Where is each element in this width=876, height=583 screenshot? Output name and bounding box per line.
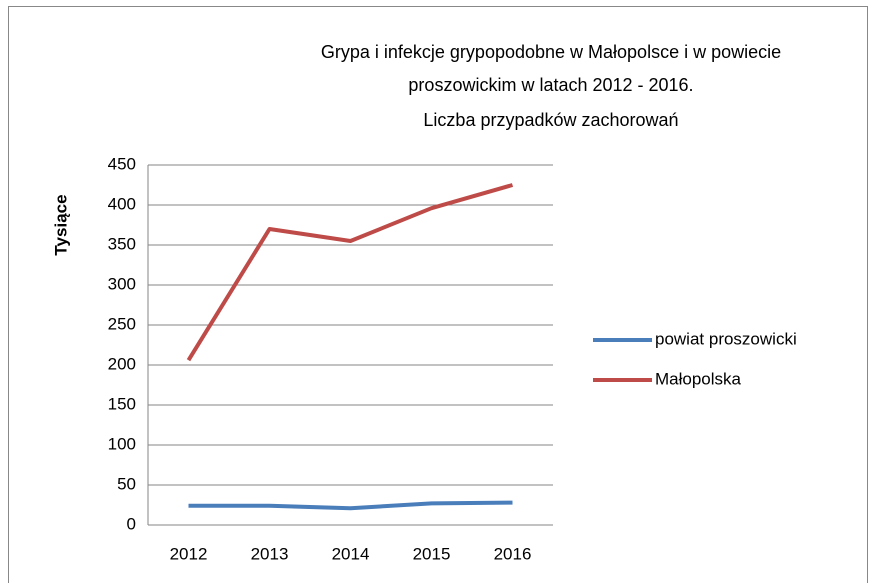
chart-subtitle: Liczba przypadków zachorowań: [423, 110, 679, 130]
legend-label: Małopolska: [655, 369, 742, 388]
chart-title: Grypa i infekcje grypopodobne w Małopols…: [320, 42, 782, 95]
x-tick-label: 2016: [494, 544, 532, 563]
y-axis-label: Tysiące: [51, 194, 70, 255]
y-tick-label: 150: [108, 394, 136, 413]
x-tick-label: 2012: [170, 544, 208, 563]
chart-border: [8, 6, 868, 583]
y-tick-label: 300: [108, 274, 136, 293]
legend-label: powiat proszowicki: [655, 329, 797, 348]
x-tick-label: 2014: [332, 544, 370, 563]
x-tick-label: 2013: [251, 544, 289, 563]
x-tick-label: 2015: [413, 544, 451, 563]
data-line: [186, 183, 514, 362]
y-tick-label: 50: [117, 474, 136, 493]
y-tick-label: 250: [108, 314, 136, 333]
y-tick-label: 400: [108, 194, 136, 213]
y-tick-label: 200: [108, 354, 136, 373]
y-tick-label: 0: [127, 514, 136, 533]
y-tick-label: 450: [108, 154, 136, 173]
data-line: [188, 500, 513, 511]
y-tick-label: 100: [108, 434, 136, 453]
y-tick-label: 350: [108, 234, 136, 253]
